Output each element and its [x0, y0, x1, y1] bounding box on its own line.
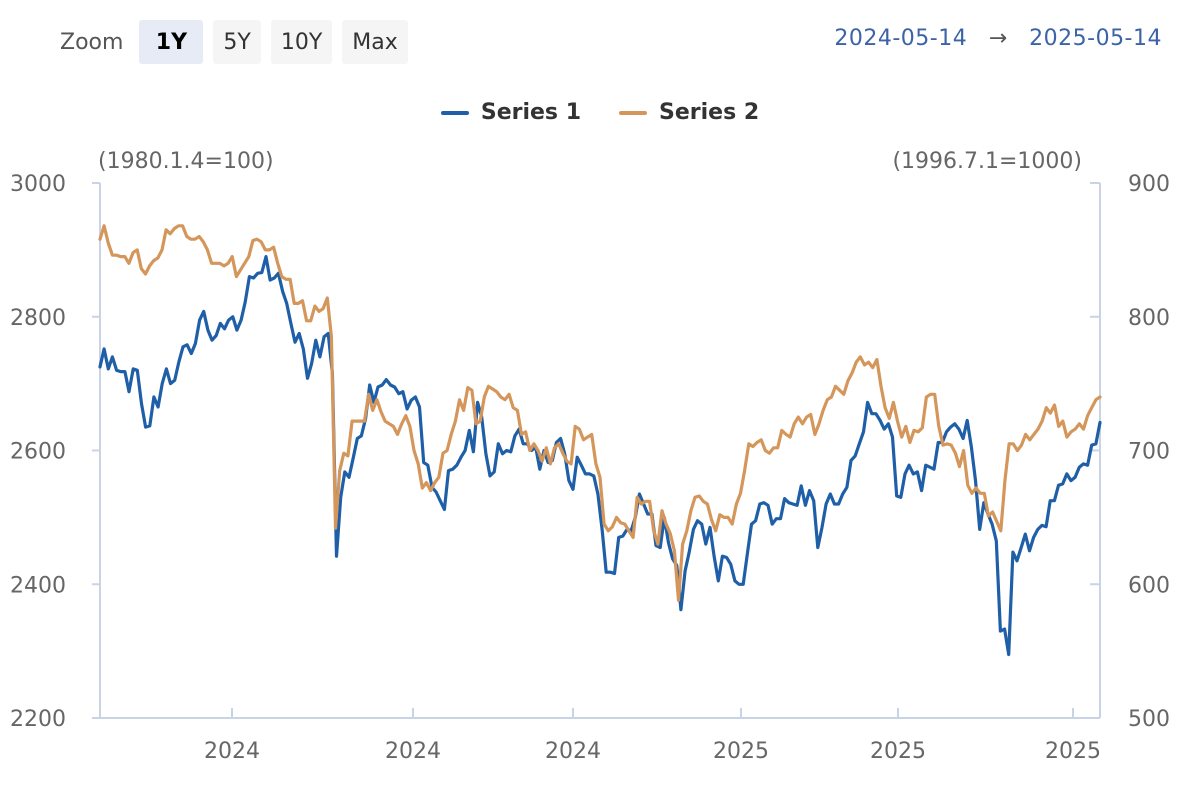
left-tick-label: 2600 — [10, 440, 66, 465]
zoom-5y-button[interactable]: 5Y — [213, 20, 261, 64]
axes-layer: 2200 2400 2600 2800 3000 500 600 700 800 900 2024 2… — [10, 172, 1170, 764]
left-tick-label: 2800 — [10, 306, 66, 331]
legend-swatch-series-2 — [619, 110, 647, 115]
legend-item-series-2[interactable]: Series 2 — [619, 100, 759, 125]
x-tick-label: 2024 — [385, 739, 441, 764]
range-to-input[interactable]: 2025-05-14 — [1029, 26, 1162, 51]
date-range: 2024-05-14 → 2025-05-14 — [834, 26, 1162, 51]
series-line-2 — [98, 224, 1102, 602]
x-tick-label: 2024 — [204, 739, 260, 764]
series-line-1 — [98, 255, 1102, 657]
range-arrow-icon: → — [988, 26, 1008, 51]
right-tick-label: 500 — [1128, 707, 1170, 732]
left-tick-label: 2200 — [10, 707, 66, 732]
x-tick-label: 2025 — [870, 739, 926, 764]
right-tick-label: 800 — [1128, 306, 1170, 331]
x-tick-label: 2025 — [1045, 739, 1101, 764]
x-tick-label: 2025 — [713, 739, 769, 764]
left-tick-label: 3000 — [10, 172, 66, 197]
chart-legend: Series 1 Series 2 — [0, 100, 1200, 125]
legend-label-series-2: Series 2 — [659, 100, 760, 125]
legend-item-series-1[interactable]: Series 1 — [440, 100, 581, 125]
zoom-max-button[interactable]: Max — [342, 20, 408, 64]
lines-layer — [98, 224, 1102, 657]
right-tick-label: 600 — [1128, 573, 1170, 598]
x-tick-label: 2024 — [545, 739, 601, 764]
right-tick-label: 900 — [1128, 172, 1170, 197]
zoom-10y-button[interactable]: 10Y — [270, 20, 333, 64]
right-axis-note: (1996.7.1=1000) — [892, 149, 1082, 174]
zoom-1y-button[interactable]: 1Y — [139, 20, 204, 64]
zoom-label: Zoom — [60, 29, 124, 55]
right-tick-label: 700 — [1128, 440, 1170, 465]
left-axis-note: (1980.1.4=100) — [98, 149, 274, 174]
range-from-input[interactable]: 2024-05-14 — [834, 26, 968, 51]
legend-label-series-1: Series 1 — [480, 100, 581, 125]
zoom-selector: Zoom 1Y 5Y 10Y Max — [60, 20, 408, 64]
left-tick-label: 2400 — [10, 573, 66, 598]
legend-swatch-series-1 — [440, 110, 469, 115]
